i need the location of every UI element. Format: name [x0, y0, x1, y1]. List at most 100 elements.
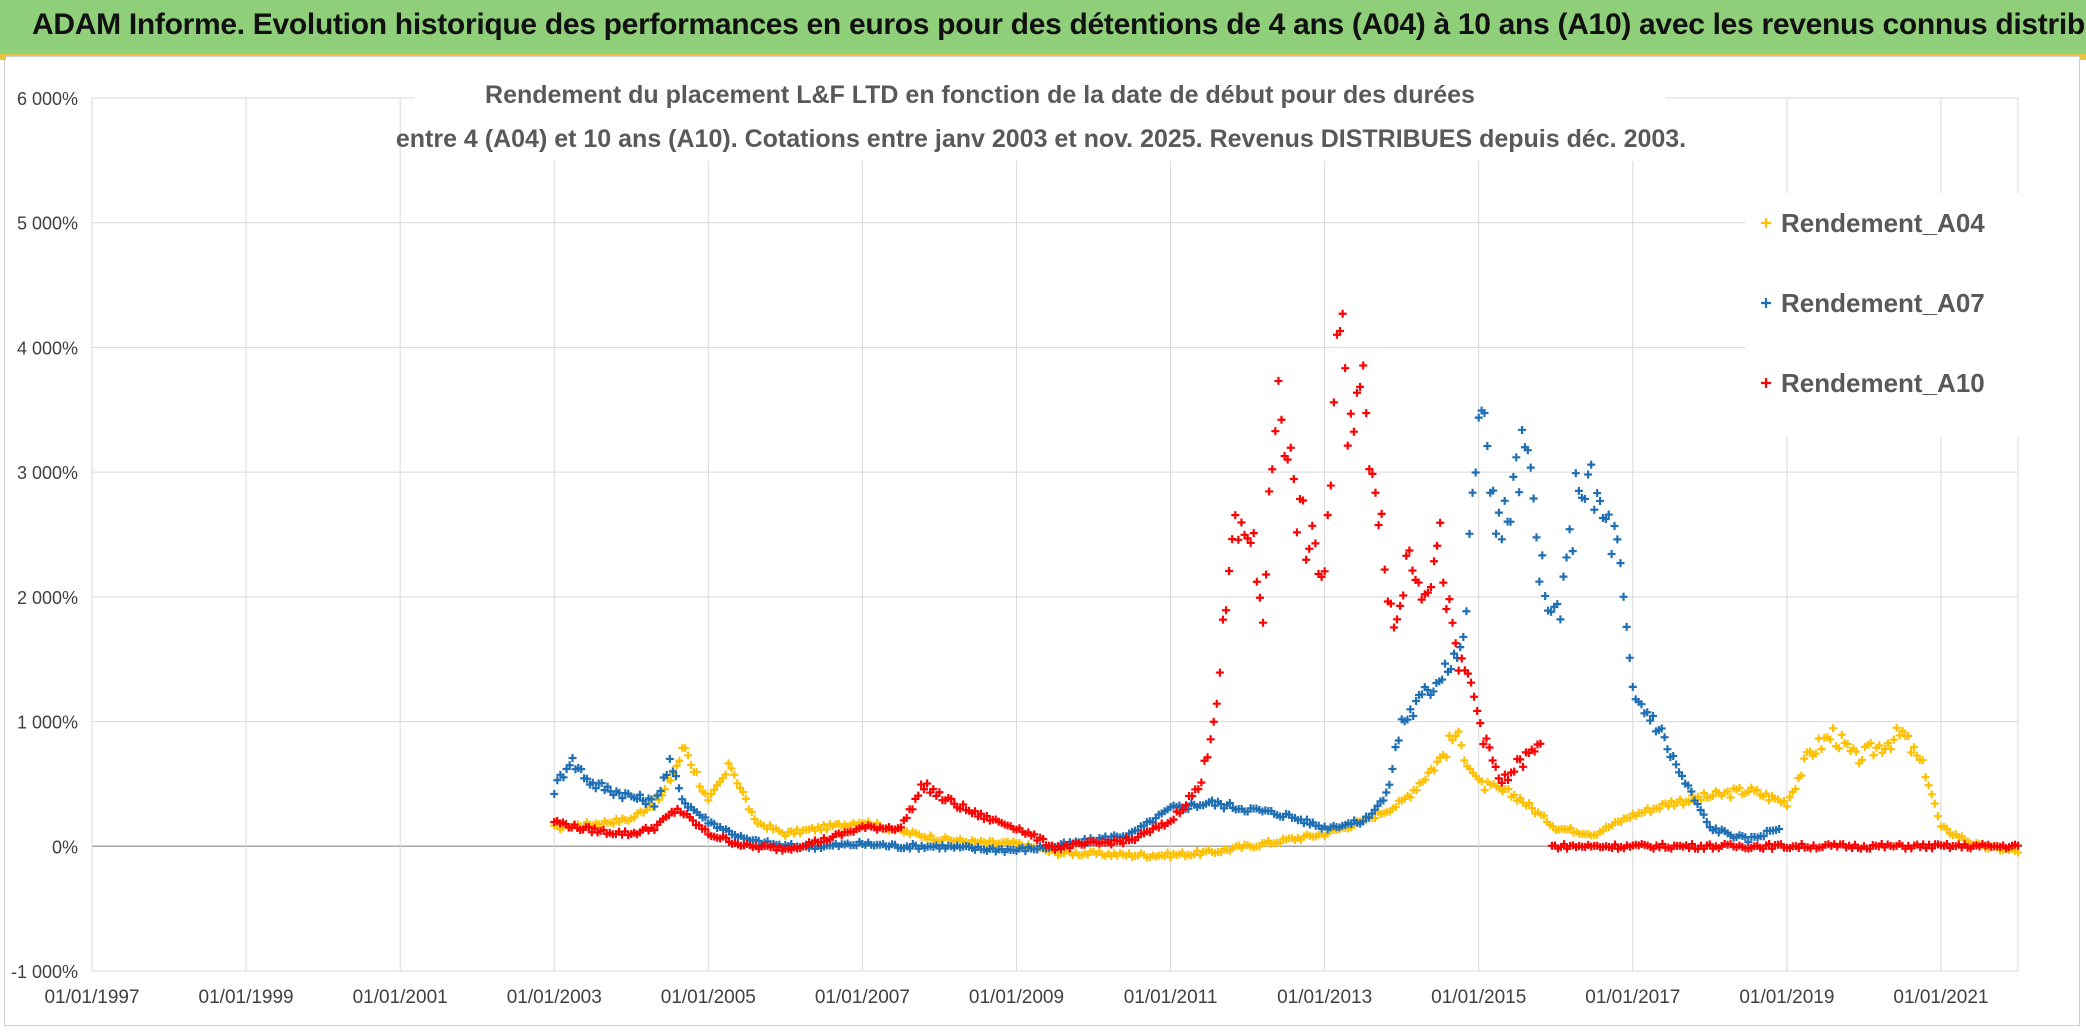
legend-background	[1745, 193, 2025, 437]
data-point	[1222, 606, 1231, 615]
data-point	[1408, 566, 1417, 575]
data-point	[1622, 622, 1631, 631]
data-point	[1438, 675, 1447, 684]
data-point	[1391, 743, 1400, 752]
data-point	[1518, 425, 1527, 434]
data-point	[1817, 745, 1826, 754]
data-point	[1489, 486, 1498, 495]
legend-marker	[1761, 378, 1771, 388]
data-point	[1471, 468, 1480, 477]
data-point	[1107, 840, 1116, 849]
y-tick-label: 6 000%	[17, 89, 78, 109]
data-point	[1702, 817, 1711, 826]
data-point	[1525, 799, 1534, 808]
data-point	[1723, 787, 1732, 796]
data-point	[1459, 632, 1468, 641]
data-point	[1362, 409, 1371, 418]
legend-marker	[1761, 218, 1771, 228]
data-point	[1708, 791, 1717, 800]
data-point	[1571, 469, 1580, 478]
data-point	[1538, 551, 1547, 560]
data-point	[1370, 805, 1379, 814]
data-point	[1753, 786, 1762, 794]
data-point	[1246, 538, 1255, 547]
data-point	[1467, 678, 1476, 687]
data-point	[1225, 567, 1234, 576]
data-point	[1436, 518, 1445, 527]
legend-label: Rendement_A07	[1781, 288, 1985, 318]
data-point	[710, 819, 719, 828]
data-point	[1515, 488, 1524, 497]
corner-decoration	[2080, 54, 2086, 60]
data-point	[1380, 565, 1389, 574]
data-point	[970, 807, 979, 816]
data-point	[982, 812, 991, 821]
data-point	[1688, 840, 1697, 849]
data-point	[1299, 496, 1308, 505]
data-point	[1386, 599, 1395, 608]
data-point	[1268, 465, 1277, 474]
data-point	[1457, 654, 1466, 663]
data-point	[1311, 539, 1320, 548]
data-point	[1194, 785, 1203, 794]
data-point	[1255, 593, 1264, 602]
data-point	[2014, 841, 2022, 850]
data-point	[802, 842, 811, 851]
data-point	[1619, 592, 1628, 601]
data-point	[1169, 815, 1178, 824]
data-point	[704, 796, 713, 805]
data-point	[1377, 509, 1386, 518]
data-point	[1305, 544, 1314, 553]
data-point	[1252, 577, 1261, 586]
data-point	[1030, 830, 1039, 839]
data-point	[1421, 775, 1430, 784]
data-point	[1385, 780, 1394, 789]
data-point	[672, 762, 681, 771]
title-background	[415, 61, 1665, 161]
data-point	[1483, 442, 1492, 451]
data-point	[1892, 723, 1901, 732]
data-point	[1262, 570, 1271, 579]
x-tick-label: 01/01/2013	[1277, 987, 1372, 1008]
data-point	[1643, 708, 1652, 717]
data-point	[1584, 470, 1593, 479]
data-point	[1276, 838, 1285, 847]
data-point	[641, 800, 650, 809]
data-point	[1852, 747, 1861, 756]
data-point	[1468, 488, 1477, 497]
data-point	[1660, 733, 1669, 742]
data-point	[1924, 781, 1933, 790]
data-point	[1889, 735, 1898, 744]
chart-frame: -1 000% 0% 1 000% 2 000% 3 000% 4 000% 5 000% 6…	[4, 56, 2080, 1026]
data-point	[1587, 460, 1596, 469]
data-point	[1526, 463, 1535, 472]
data-point	[1593, 489, 1602, 498]
data-point	[1726, 793, 1735, 802]
data-point	[1326, 481, 1335, 490]
data-point	[1286, 443, 1295, 452]
data-point	[1494, 774, 1503, 783]
data-point	[1406, 705, 1415, 714]
data-point	[1811, 749, 1820, 758]
x-tick-label: 01/01/2021	[1893, 987, 1988, 1008]
legend-marker	[1761, 298, 1771, 308]
data-point	[956, 804, 965, 813]
data-point	[1927, 790, 1936, 799]
data-point	[1065, 844, 1074, 853]
data-point	[1628, 682, 1637, 691]
data-point	[1596, 496, 1605, 505]
data-point	[1492, 529, 1501, 538]
data-point	[816, 838, 825, 847]
data-point	[1684, 781, 1693, 790]
data-point	[1611, 840, 1620, 849]
data-point	[1693, 800, 1702, 809]
data-point	[935, 788, 944, 797]
data-point	[1829, 724, 1838, 733]
data-point	[1523, 446, 1532, 455]
data-point	[1441, 659, 1450, 668]
data-point	[1942, 839, 1951, 848]
data-point	[1393, 615, 1402, 624]
data-point	[1394, 736, 1403, 745]
data-point	[1883, 739, 1892, 748]
data-point	[1655, 804, 1664, 813]
